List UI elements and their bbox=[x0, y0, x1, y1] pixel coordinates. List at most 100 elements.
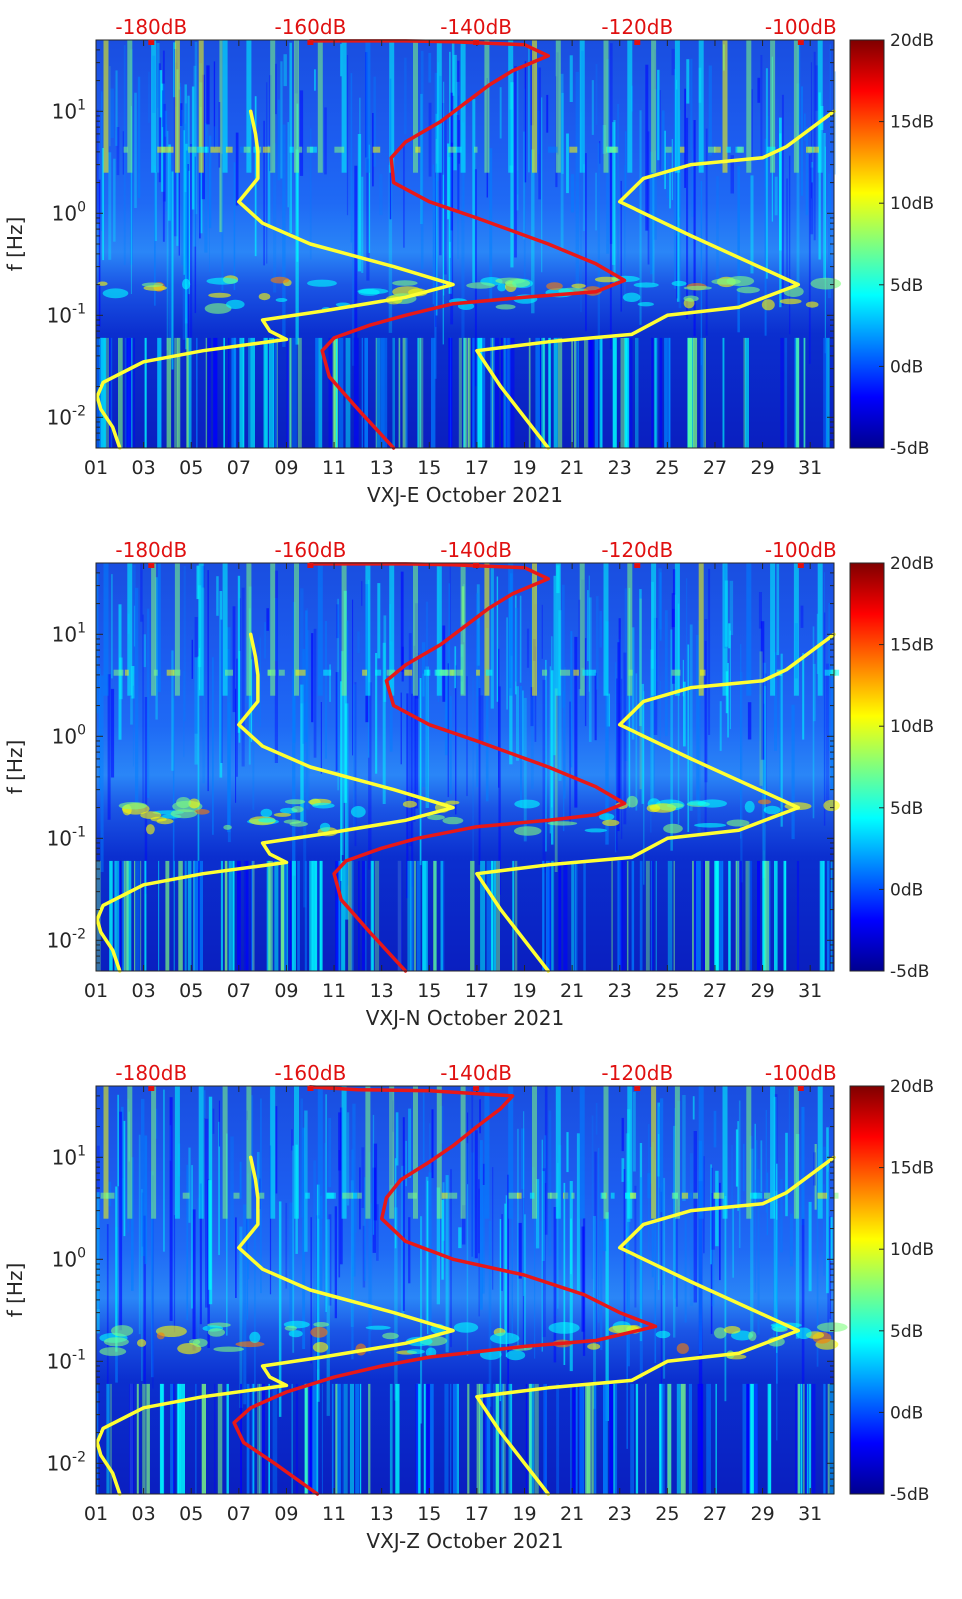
streak-mark bbox=[193, 65, 197, 247]
colorbar-tick-label: 10dB bbox=[890, 194, 934, 214]
band-blob bbox=[453, 1322, 479, 1333]
daily-burst bbox=[770, 563, 776, 696]
streak-mark bbox=[300, 684, 304, 822]
streak-mark bbox=[96, 1145, 100, 1309]
streak-mark bbox=[157, 563, 161, 692]
daily-burst bbox=[294, 563, 299, 696]
low-freq-column bbox=[557, 337, 563, 448]
low-freq-column bbox=[512, 860, 515, 971]
daily-burst bbox=[341, 40, 347, 173]
top-db-marker bbox=[148, 1086, 155, 1091]
streak-mark bbox=[442, 103, 445, 201]
colorbar-tick-label: 5dB bbox=[890, 799, 923, 819]
streak-mark bbox=[357, 134, 362, 272]
streak-mark bbox=[780, 1179, 783, 1253]
streak-mark bbox=[621, 1158, 625, 1182]
top-db-marker bbox=[148, 563, 155, 568]
streak-mark bbox=[764, 154, 767, 189]
streak-mark bbox=[800, 86, 803, 196]
streak-mark bbox=[747, 702, 752, 740]
streak-mark bbox=[169, 151, 173, 360]
streak-mark bbox=[158, 63, 161, 183]
streak-mark bbox=[480, 695, 484, 742]
low-freq-column bbox=[269, 337, 275, 448]
streak-mark bbox=[731, 1144, 733, 1255]
low-freq-column bbox=[743, 337, 746, 448]
streak-mark bbox=[810, 62, 812, 199]
low-freq-column bbox=[625, 337, 630, 448]
streak-mark bbox=[188, 170, 190, 295]
streak-mark bbox=[373, 1143, 378, 1221]
streak-mark bbox=[403, 143, 405, 248]
streak-mark bbox=[329, 664, 331, 702]
streak-mark bbox=[142, 614, 144, 804]
streak-mark bbox=[478, 1179, 480, 1254]
low-freq-column bbox=[425, 1383, 431, 1494]
daily-burst bbox=[651, 40, 657, 173]
streak-mark bbox=[617, 103, 619, 273]
streak-mark bbox=[808, 154, 811, 364]
streak-mark bbox=[343, 590, 347, 803]
band-blob bbox=[137, 1339, 147, 1347]
band-mark bbox=[817, 1192, 828, 1199]
colorbar-tick-label: -5dB bbox=[890, 439, 929, 459]
band-mark bbox=[404, 669, 413, 676]
band-blob bbox=[156, 1332, 165, 1340]
streak-mark bbox=[275, 1106, 278, 1194]
streak-mark bbox=[639, 589, 642, 727]
low-freq-column bbox=[109, 860, 113, 971]
band-mark bbox=[547, 1192, 552, 1199]
streak-mark bbox=[422, 673, 425, 697]
x-tick-label: 21 bbox=[560, 1503, 584, 1525]
streak-mark bbox=[754, 1179, 756, 1293]
streak-mark bbox=[738, 1100, 741, 1248]
band-blob bbox=[688, 800, 707, 806]
low-freq-column bbox=[630, 1383, 634, 1494]
streak-mark bbox=[595, 172, 597, 231]
daily-burst bbox=[484, 40, 490, 173]
streak-mark bbox=[687, 644, 690, 832]
low-freq-column bbox=[220, 860, 223, 971]
streak-mark bbox=[324, 1143, 327, 1319]
low-freq-column bbox=[316, 860, 319, 971]
daily-burst bbox=[341, 1086, 347, 1219]
streak-mark bbox=[615, 662, 617, 853]
x-tick-label: 05 bbox=[179, 457, 203, 479]
low-freq-column bbox=[319, 860, 323, 971]
streak-mark bbox=[130, 106, 132, 294]
low-freq-column bbox=[448, 337, 453, 448]
streak-mark bbox=[450, 142, 454, 325]
low-freq-column bbox=[173, 1383, 175, 1494]
low-freq-column bbox=[795, 337, 799, 448]
streak-mark bbox=[686, 59, 690, 104]
series-line-3 bbox=[308, 39, 627, 450]
streak-mark bbox=[181, 109, 184, 266]
streak-mark bbox=[207, 570, 209, 792]
streak-mark bbox=[354, 165, 358, 338]
streak-mark bbox=[189, 144, 193, 338]
band-blob bbox=[313, 1322, 330, 1327]
streak-mark bbox=[597, 143, 600, 351]
low-freq-column bbox=[335, 337, 338, 448]
streak-mark bbox=[521, 1128, 525, 1190]
low-freq-column bbox=[463, 337, 467, 448]
band-mark bbox=[188, 146, 197, 153]
low-freq-column bbox=[697, 1383, 703, 1494]
streak-mark bbox=[482, 1185, 485, 1294]
band-mark bbox=[415, 146, 421, 153]
band-blob bbox=[504, 278, 531, 288]
low-freq-column bbox=[472, 337, 475, 448]
streak-mark bbox=[658, 568, 662, 630]
streak-mark bbox=[546, 94, 549, 133]
streak-mark bbox=[154, 165, 156, 306]
daily-burst bbox=[603, 40, 609, 173]
low-freq-column bbox=[744, 337, 749, 448]
low-freq-column bbox=[480, 860, 486, 971]
streak-mark bbox=[355, 1189, 357, 1233]
daily-burst bbox=[698, 563, 704, 696]
streak-mark bbox=[751, 89, 753, 160]
streak-mark bbox=[144, 1135, 148, 1265]
daily-burst bbox=[103, 563, 109, 696]
low-freq-column bbox=[660, 1383, 665, 1494]
low-freq-column bbox=[166, 337, 172, 448]
